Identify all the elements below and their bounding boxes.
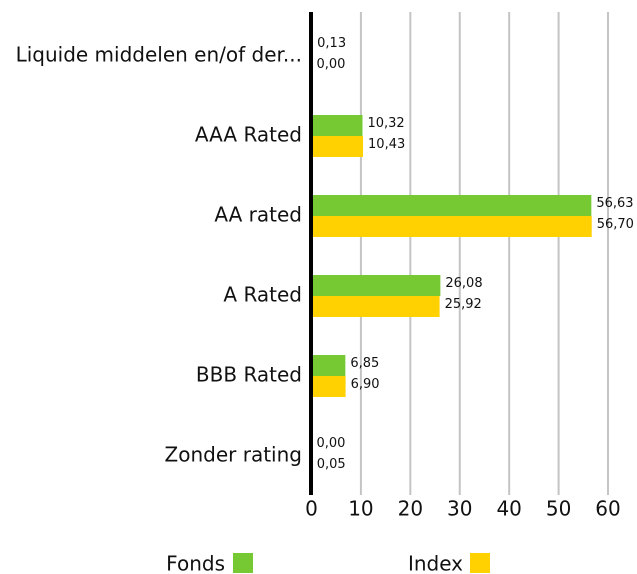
x-tick-label: 40	[496, 497, 521, 521]
bar	[311, 275, 441, 296]
category-label: Zonder rating	[165, 443, 302, 467]
category-label: Liquide middelen en/of der...	[16, 43, 302, 67]
bar	[311, 195, 592, 216]
x-tick-label: 50	[546, 497, 571, 521]
value-label: 56,70	[597, 217, 634, 232]
value-label: 6,85	[350, 356, 379, 371]
value-label: 0,13	[317, 36, 346, 51]
value-label: 6,90	[351, 377, 380, 392]
legend-swatch	[233, 553, 253, 573]
value-label: 10,32	[367, 116, 404, 131]
bar	[311, 355, 346, 376]
bar	[311, 136, 364, 157]
value-label: 0,00	[317, 436, 346, 451]
category-label: AA rated	[214, 203, 302, 227]
bar	[311, 216, 592, 237]
legend-label: Index	[408, 552, 463, 574]
value-label: 10,43	[368, 137, 405, 152]
category-label: AAA Rated	[195, 123, 302, 147]
value-label: 25,92	[445, 297, 482, 312]
x-tick-label: 20	[398, 497, 423, 521]
value-label: 26,08	[445, 276, 482, 291]
category-label: A Rated	[223, 283, 302, 307]
value-label: 0,05	[317, 457, 346, 472]
category-label: BBB Rated	[196, 363, 302, 387]
x-tick-label: 30	[447, 497, 472, 521]
value-label: 56,63	[596, 196, 633, 211]
x-tick-label: 10	[348, 497, 373, 521]
legend-label: Fonds	[166, 552, 225, 574]
legend-swatch	[470, 553, 490, 573]
x-tick-label: 0	[305, 497, 318, 521]
bar	[311, 376, 346, 397]
x-tick-label: 60	[595, 497, 620, 521]
value-label: 0,00	[317, 57, 346, 72]
bar	[311, 115, 363, 136]
bar	[311, 296, 440, 317]
